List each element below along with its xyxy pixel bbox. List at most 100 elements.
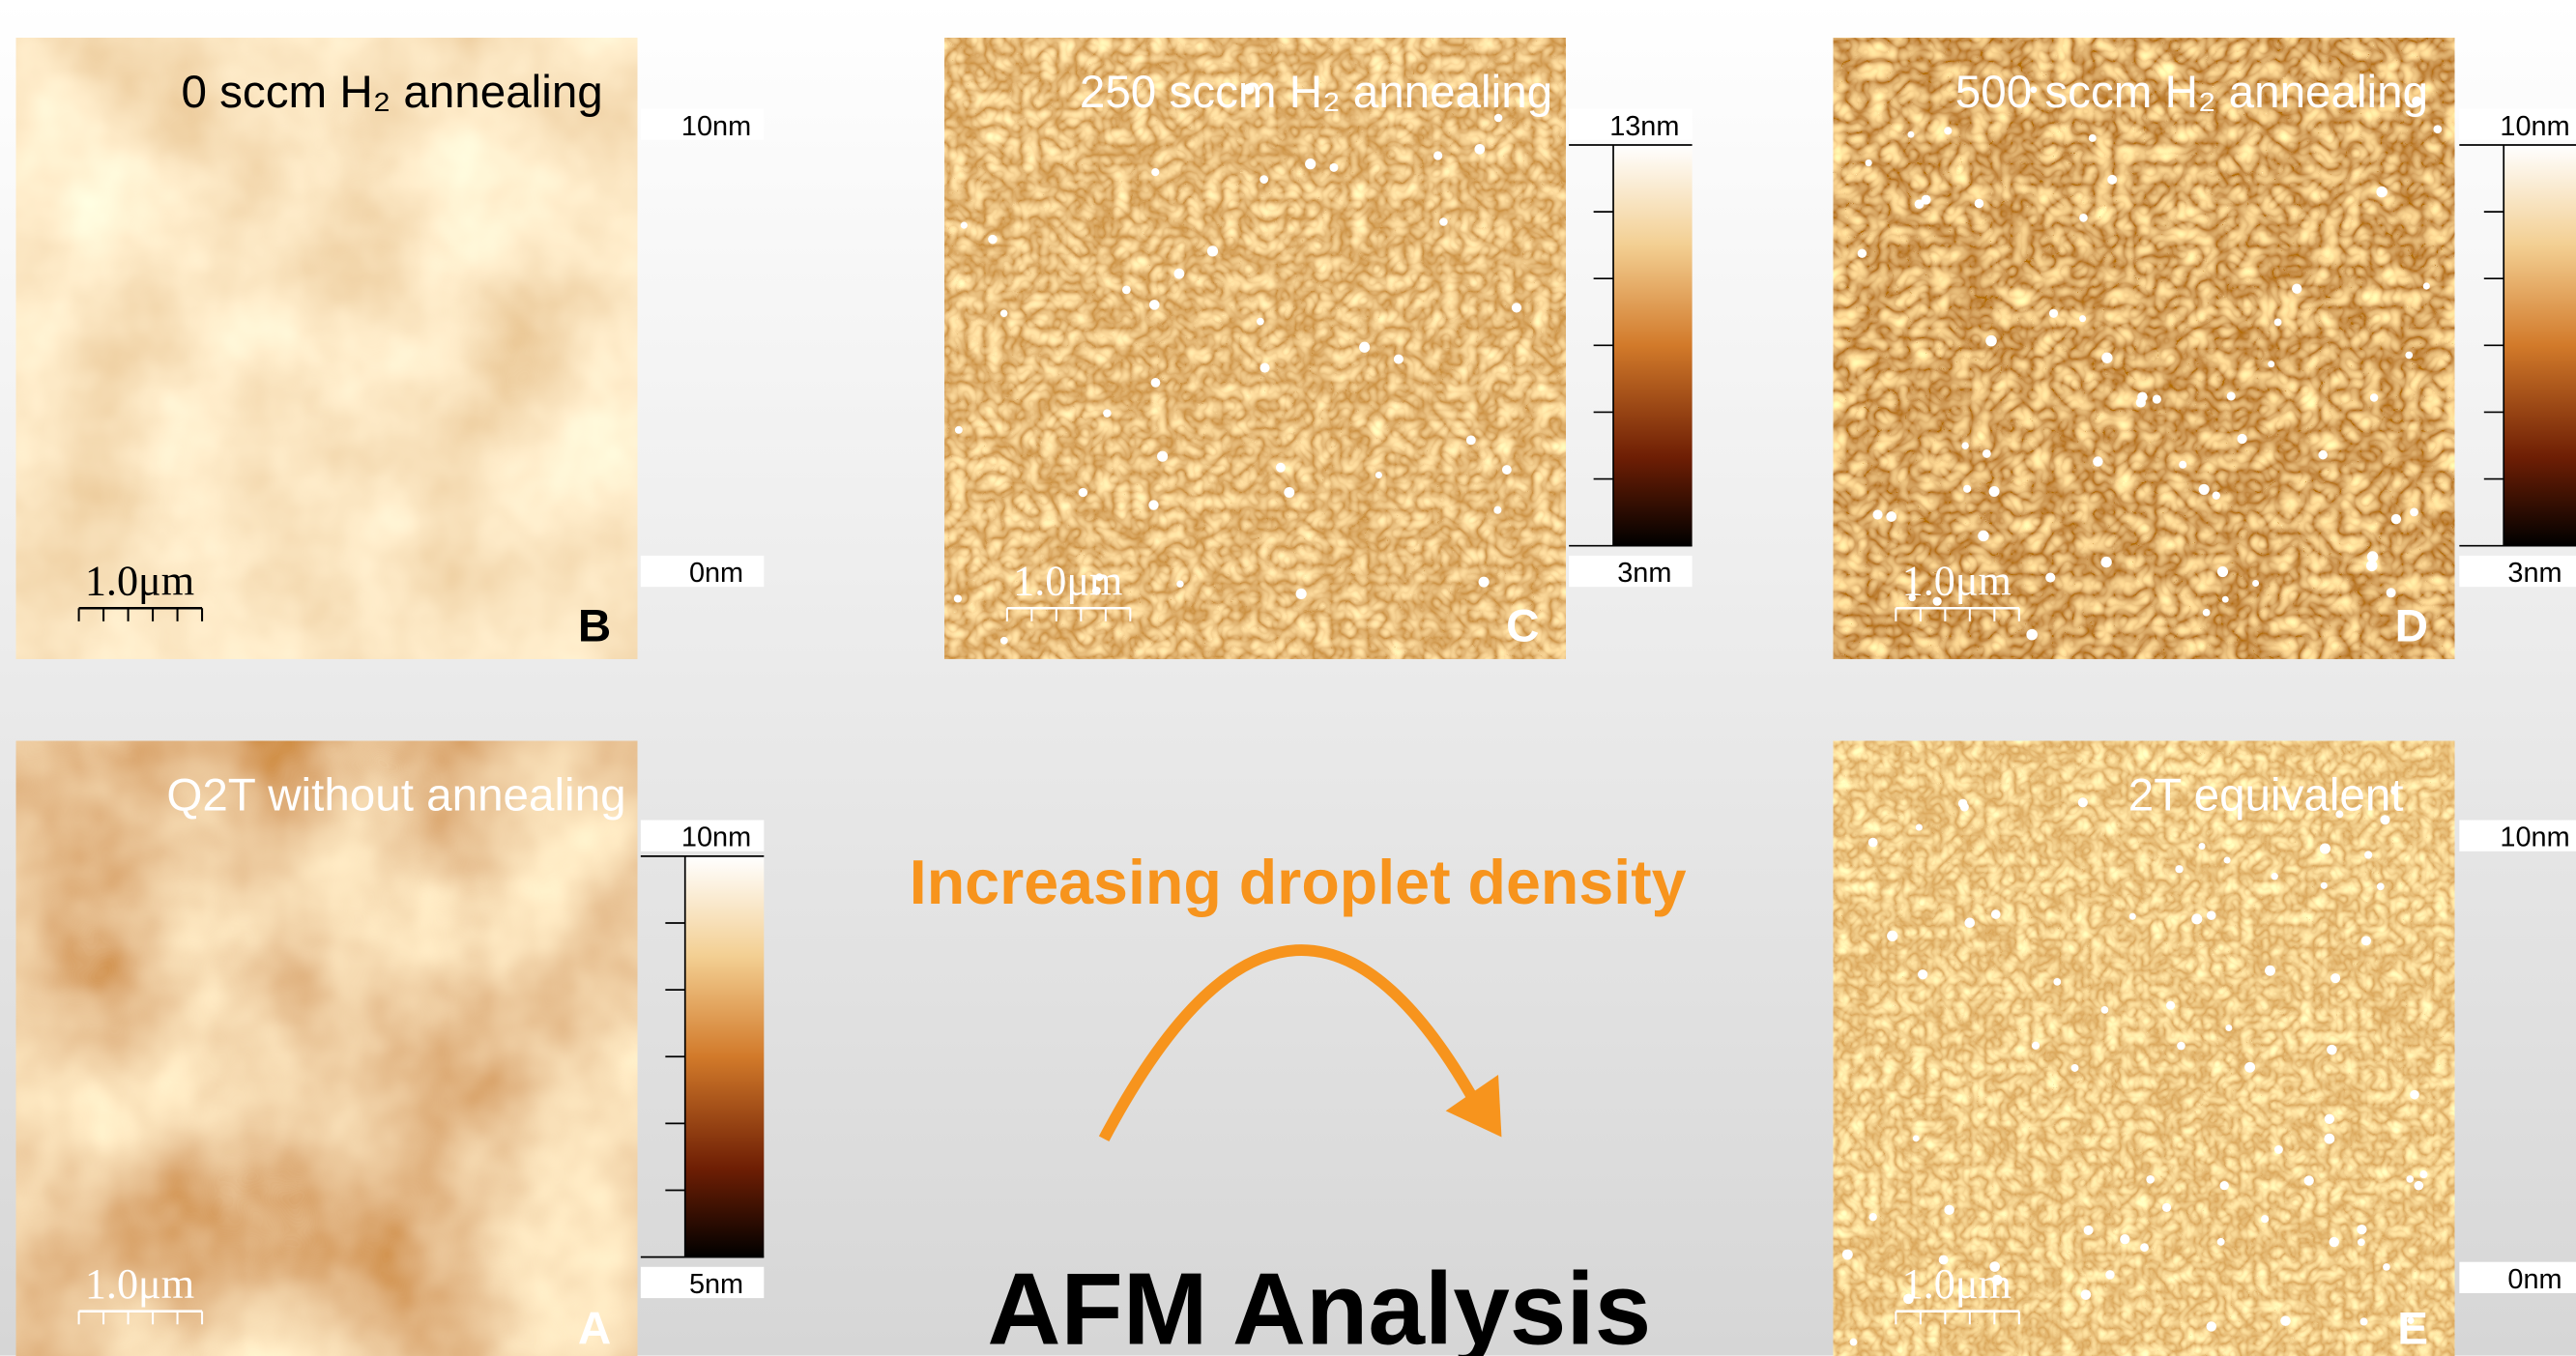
droplet (2274, 1145, 2283, 1154)
droplet (2252, 580, 2259, 587)
droplet (1989, 486, 2000, 497)
droplet (2325, 1114, 2334, 1124)
droplet (1842, 1250, 1853, 1260)
droplet (2220, 1181, 2229, 1190)
droplet (1866, 159, 1872, 166)
colorbar-label: 13nm (1609, 111, 1679, 142)
droplet (1433, 151, 1442, 159)
droplet (2358, 1238, 2365, 1246)
droplet (1975, 199, 1983, 208)
droplet (2213, 491, 2220, 499)
droplet (2261, 1215, 2269, 1223)
colorbar-label: 0nm (689, 558, 743, 589)
droplet (2079, 214, 2088, 222)
colorbar-label: 10nm (681, 822, 751, 853)
droplet (2217, 566, 2228, 577)
droplet (2320, 843, 2330, 853)
panel-letter: E (2397, 1304, 2428, 1355)
droplet (2101, 1006, 2109, 1014)
droplet (2153, 394, 2161, 403)
panel-letter: C (1506, 600, 1539, 651)
droplet (1913, 1135, 1920, 1141)
droplet (2079, 315, 2086, 322)
droplet (1873, 509, 1883, 519)
droplet (2225, 1024, 2232, 1031)
droplet (2370, 393, 2378, 401)
droplet (1869, 1213, 1877, 1221)
droplet (988, 235, 997, 244)
droplet (1958, 799, 1968, 809)
droplet (2324, 1134, 2334, 1144)
droplet (1157, 451, 1168, 462)
droplet (2265, 966, 2275, 976)
droplet (2084, 1226, 2094, 1235)
droplet (1174, 269, 1185, 279)
droplet (2391, 514, 2401, 524)
droplet (2222, 596, 2229, 603)
droplet (1474, 144, 1485, 155)
droplet (2224, 856, 2231, 863)
panel-title: 250 sccm H₂ annealing (1080, 67, 1552, 118)
droplet (2410, 1090, 2419, 1100)
droplet (2292, 284, 2301, 294)
main-title: AFM Analysis (987, 1254, 1651, 1356)
droplet (2244, 1062, 2255, 1073)
colorbar-label: 3nm (2507, 558, 2562, 589)
droplet (2321, 882, 2328, 889)
droplet (2387, 588, 2396, 597)
panel-letter: D (2395, 600, 2428, 651)
droplet (1296, 589, 1307, 599)
droplet (2179, 461, 2186, 469)
droplet (2414, 1181, 2423, 1191)
droplet (2376, 187, 2387, 197)
droplet (1207, 245, 1218, 256)
droplet (2175, 865, 2183, 873)
droplet (2191, 913, 2202, 924)
scale-bar-label: 1.0μm (1902, 1260, 2012, 1308)
droplet (1329, 163, 1338, 172)
droplet (1944, 1205, 1954, 1215)
droplet (2357, 1225, 2366, 1234)
panel-title: 500 sccm H₂ annealing (1955, 67, 2428, 118)
droplet (2271, 873, 2277, 880)
droplet (1963, 485, 1971, 493)
droplet (961, 222, 968, 229)
droplet (1122, 285, 1131, 294)
droplet (2364, 851, 2372, 858)
scale-bar-label: 1.0μm (1902, 558, 2012, 605)
droplet (1259, 363, 1269, 373)
droplet (2101, 353, 2112, 363)
colorbar-label: 0nm (2507, 1264, 2562, 1295)
droplet (1079, 488, 1087, 497)
droplet (1908, 131, 1915, 138)
droplet (2100, 557, 2111, 567)
page: Increasing droplet density AFM Analysis … (0, 0, 2576, 1356)
droplet (2237, 434, 2246, 444)
colorbar-label: 3nm (1617, 558, 1671, 589)
droplet (2105, 1270, 2114, 1279)
droplet (2199, 843, 2206, 850)
colorbar-label: 10nm (2500, 822, 2569, 853)
droplet (2032, 1042, 2040, 1050)
droplet (1512, 303, 1521, 312)
droplet (2406, 1175, 2414, 1183)
droplet (2140, 1243, 2149, 1252)
droplet (2120, 1234, 2129, 1244)
droplet (955, 426, 963, 434)
droplet (1961, 442, 1968, 448)
droplet (2136, 397, 2146, 407)
droplet (1375, 472, 1382, 478)
droplet (2071, 1064, 2079, 1072)
droplet (2049, 309, 2058, 318)
droplet (2383, 1263, 2390, 1271)
droplet (2078, 797, 2088, 807)
droplet (1850, 1339, 1858, 1346)
panel-title: 2T equivalent (2128, 769, 2404, 821)
droplet (1257, 318, 1264, 326)
scale-bar-label: 1.0μm (1013, 558, 1122, 605)
droplet (2217, 1238, 2225, 1246)
colorbar-label: 10nm (681, 111, 751, 142)
panel-title: 0 sccm H₂ annealing (181, 67, 602, 118)
droplet (2330, 1237, 2339, 1247)
droplet (2405, 352, 2413, 360)
